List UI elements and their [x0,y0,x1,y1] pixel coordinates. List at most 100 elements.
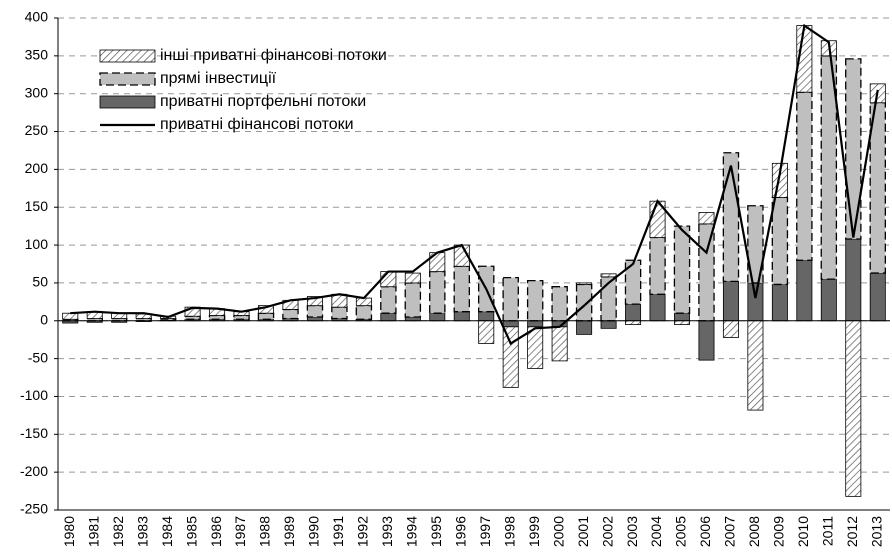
bar [208,314,226,320]
bar [282,308,299,320]
x-tick-label: 1983 [134,516,150,547]
y-tick-label: 400 [25,9,49,25]
bar [233,314,250,320]
x-tick-label: 1999 [526,516,542,547]
y-tick-label: 300 [25,84,49,100]
x-tick-label: 2004 [648,516,664,547]
x-tick-label: 1989 [281,516,297,547]
bar [551,326,568,362]
x-tick-label: 2002 [599,516,615,547]
legend-swatch [99,72,156,86]
x-tick-label: 1987 [232,516,248,547]
bar [771,196,789,286]
bar [551,286,568,322]
bar [380,286,397,314]
y-tick-label: -250 [20,501,48,517]
bar [527,320,544,328]
legend-label: приватні портфельні потоки [160,93,366,110]
y-tick-label: 350 [25,47,49,63]
x-tick-label: 1991 [330,516,346,547]
line [70,23,879,346]
bar [380,312,397,322]
bar [747,320,764,411]
y-tick-label: -150 [20,425,48,441]
bar [62,312,79,320]
legend-label: приватні фінансові потоки [160,116,354,133]
x-tick-label: 1993 [379,516,395,547]
bar [820,278,837,322]
bar [625,303,642,322]
x-tick-label: 1994 [404,516,420,547]
x-tick-label: 2003 [624,516,640,547]
bar [257,312,275,320]
y-tick-label: 250 [25,122,49,138]
x-tick-label: 1986 [208,516,224,547]
bar [526,280,544,322]
bar [429,270,446,314]
x-tick-label: 1982 [110,516,126,547]
bar [722,152,740,283]
y-tick-label: 0 [40,311,48,327]
x-tick-label: 2000 [550,516,566,547]
y-tick-label: -50 [28,349,48,365]
bar [380,271,397,288]
bar [624,259,642,305]
x-tick-label: 2010 [795,516,811,547]
x-tick-label: 1985 [183,516,199,547]
y-tick-label: 200 [25,160,49,176]
bar [306,304,324,318]
bar [796,91,813,261]
bar [404,282,422,318]
bar [502,276,519,322]
bar [649,293,666,322]
bar [355,304,373,320]
x-tick-label: 1992 [355,516,371,547]
bar [502,326,519,388]
bar [527,326,544,369]
bar [355,297,372,307]
bar [771,284,788,322]
x-tick-label: 2011 [820,516,836,546]
bar [649,236,666,295]
x-tick-label: 1990 [306,516,322,547]
x-tick-label: 1984 [159,516,175,547]
bar [404,272,421,284]
bar [331,306,348,320]
bar [722,281,739,322]
bar [869,272,886,322]
x-tick-label: 2001 [575,516,591,547]
bar [796,259,813,322]
bar [747,205,764,284]
bar [478,311,495,322]
bar [625,320,642,325]
bar [502,320,519,328]
bar [600,320,617,329]
legend-swatch [99,95,156,109]
bar [478,320,495,344]
legend-label: прямі інвестиції [160,70,277,87]
y-tick-label: -100 [20,387,48,403]
legend-label: інші приватні фінансові потоки [160,47,387,64]
legend-swatch [99,49,156,63]
x-tick-label: 2009 [771,516,787,547]
bar [453,311,470,322]
bar [576,320,593,335]
y-tick-label: 150 [25,198,49,214]
bar [845,320,862,497]
x-tick-label: 2007 [722,516,738,547]
bar [429,312,446,322]
x-tick-label: 2013 [868,516,884,547]
x-tick-label: 1981 [85,516,101,547]
bar [600,273,617,278]
bar [747,282,764,322]
y-tick-label: 100 [25,236,49,252]
y-tick-label: -200 [20,463,48,479]
y-tick-label: 50 [32,274,48,290]
bar [575,283,593,322]
x-tick-label: 1995 [428,516,444,547]
x-tick-label: 1996 [452,516,468,547]
bar [184,315,201,320]
x-tick-label: 2005 [673,516,689,547]
bar [673,225,691,314]
